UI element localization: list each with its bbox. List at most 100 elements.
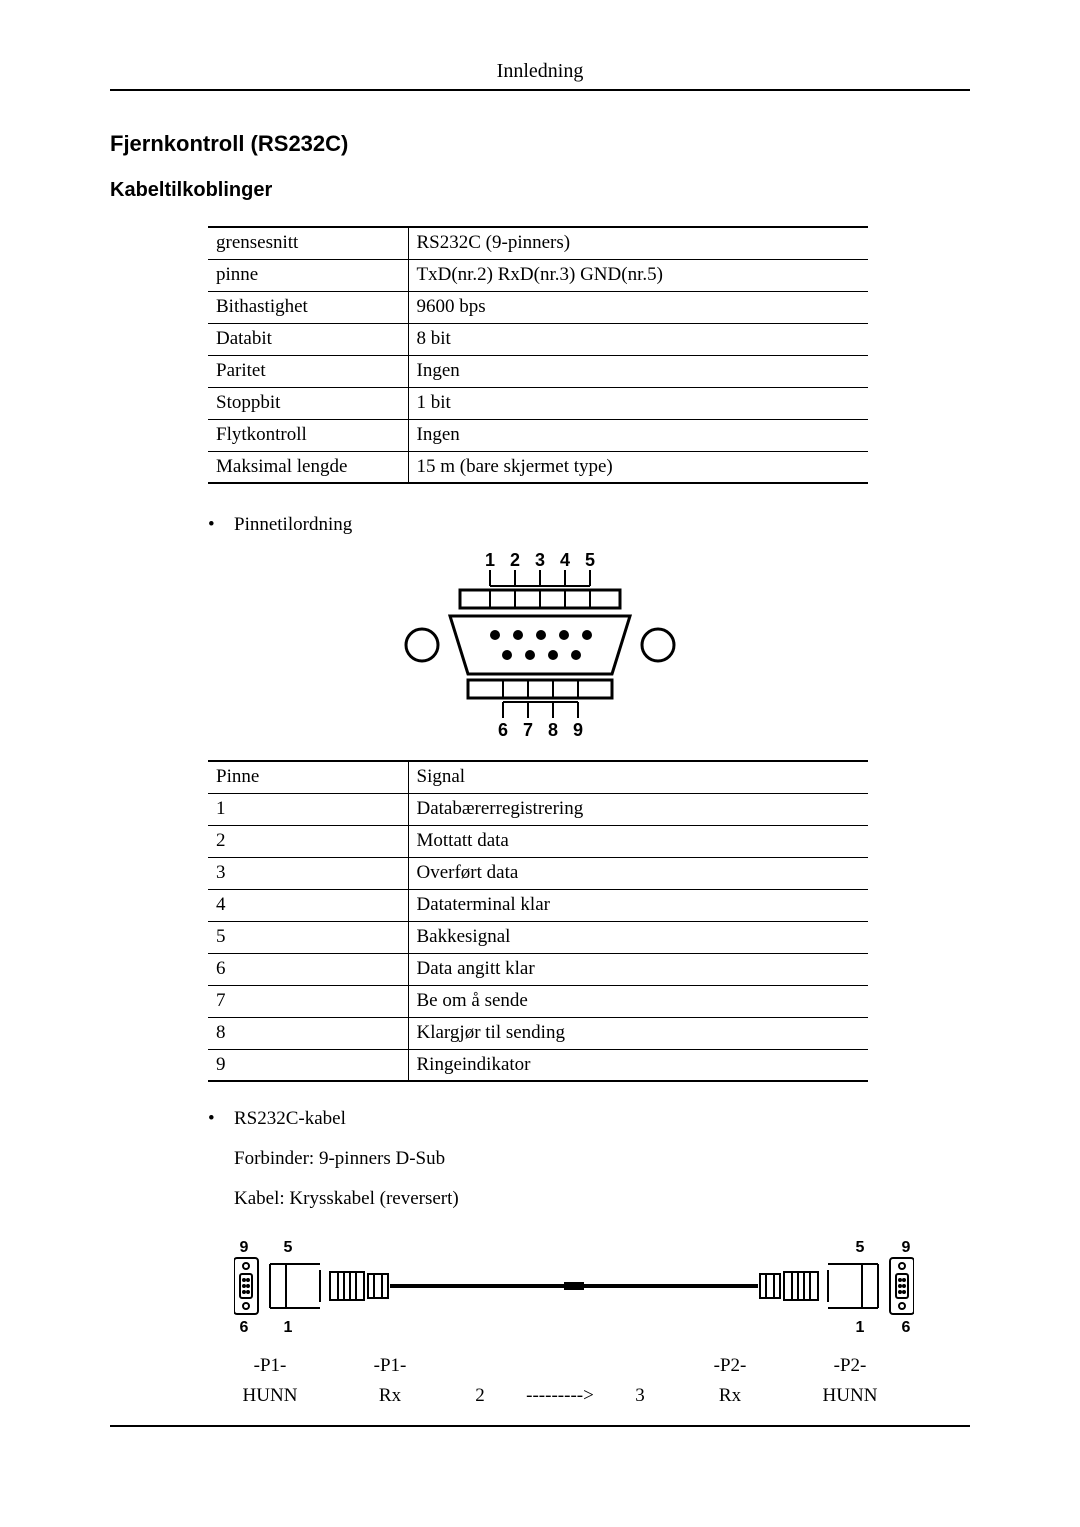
cable-type-text: Kabel: Krysskabel (reversert) (234, 1188, 970, 1210)
spec-val: RS232C (9-pinners) (408, 227, 868, 259)
pin-label: 2 (510, 550, 520, 570)
pin-sig: Be om å sende (408, 985, 868, 1017)
table-row: PinneSignal (208, 761, 868, 793)
connector-diagram: 1 2 3 4 5 (110, 550, 970, 740)
table-row: 3Overført data (208, 857, 868, 889)
spec-key: Databit (208, 323, 408, 355)
pin-num: 9 (208, 1049, 408, 1081)
pin-sig: Mottatt data (408, 825, 868, 857)
spec-key: pinne (208, 259, 408, 291)
subsection-title: Kabeltilkoblinger (110, 179, 970, 202)
signal-col-header: Signal (408, 761, 868, 793)
bullet-icon: • (208, 514, 234, 536)
pin-num: 5 (208, 921, 408, 953)
spec-key: Maksimal lengde (208, 451, 408, 483)
table-row: Maksimal lengde15 m (bare skjermet type) (208, 451, 868, 483)
pin-label: 6 (498, 720, 508, 740)
pin-sig: Klargjør til sending (408, 1017, 868, 1049)
pin-col-header: Pinne (208, 761, 408, 793)
cable-label-table: -P1- -P1- -P2- -P2- HUNN Rx 2 --------->… (220, 1351, 900, 1411)
bullet-label: RS232C-kabel (234, 1108, 346, 1130)
spec-key: Paritet (208, 355, 408, 387)
footer-rule (110, 1425, 970, 1427)
table-row: 6Data angitt klar (208, 953, 868, 985)
label-cell: -P1- (320, 1351, 460, 1381)
label-cell: Rx (320, 1381, 460, 1411)
pin-label: 8 (548, 720, 558, 740)
pin-label: 4 (560, 550, 570, 570)
label-cell: HUNN (220, 1381, 320, 1411)
cable-label: 9 (240, 1239, 249, 1256)
label-cell: -P1- (220, 1351, 320, 1381)
table-row: 4Dataterminal klar (208, 889, 868, 921)
pin-num: 1 (208, 793, 408, 825)
table-row: ParitetIngen (208, 355, 868, 387)
table-row: 9Ringeindikator (208, 1049, 868, 1081)
spec-val: Ingen (408, 355, 868, 387)
pin-num: 3 (208, 857, 408, 889)
pin-label: 7 (523, 720, 533, 740)
label-cell: HUNN (800, 1381, 900, 1411)
spec-key: Bithastighet (208, 291, 408, 323)
table-row: FlytkontrollIngen (208, 419, 868, 451)
pin-sig: Overført data (408, 857, 868, 889)
pin-sig: Databærerregistrering (408, 793, 868, 825)
label-cell: ---------> (500, 1381, 620, 1411)
pin-num: 6 (208, 953, 408, 985)
table-row: -P1- -P1- -P2- -P2- (220, 1351, 900, 1381)
cable-label: 5 (284, 1239, 293, 1256)
label-cell (500, 1351, 620, 1381)
table-row: grensesnittRS232C (9-pinners) (208, 227, 868, 259)
table-row: pinneTxD(nr.2) RxD(nr.3) GND(nr.5) (208, 259, 868, 291)
cable-label: 6 (240, 1319, 249, 1336)
pin-num: 7 (208, 985, 408, 1017)
table-row: Stoppbit1 bit (208, 387, 868, 419)
spec-key: Flytkontroll (208, 419, 408, 451)
cable-label: 9 (902, 1239, 911, 1256)
spec-table: grensesnittRS232C (9-pinners) pinneTxD(n… (208, 226, 868, 484)
label-cell: 2 (460, 1381, 500, 1411)
cable-connector-text: Forbinder: 9-pinners D-Sub (234, 1148, 970, 1170)
bullet-icon: • (208, 1108, 234, 1130)
spec-key: grensesnitt (208, 227, 408, 259)
label-cell: Rx (660, 1381, 800, 1411)
table-row: 5Bakkesignal (208, 921, 868, 953)
cable-label: 5 (856, 1239, 865, 1256)
pin-num: 2 (208, 825, 408, 857)
label-cell: 3 (620, 1381, 660, 1411)
pin-label: 3 (535, 550, 545, 570)
pin-label: 5 (585, 550, 595, 570)
spec-key: Stoppbit (208, 387, 408, 419)
pin-label: 9 (573, 720, 583, 740)
spec-val: 8 bit (408, 323, 868, 355)
pin-num: 8 (208, 1017, 408, 1049)
label-cell: -P2- (660, 1351, 800, 1381)
section-title: Fjernkontroll (RS232C) (110, 131, 970, 157)
cable-diagram: 9 5 5 9 (234, 1236, 970, 1341)
pin-num: 4 (208, 889, 408, 921)
header-title: Innledning (497, 60, 584, 82)
table-row: 2Mottatt data (208, 825, 868, 857)
page-header: Innledning (110, 60, 970, 91)
cable-label: 1 (284, 1319, 293, 1336)
table-row: Bithastighet9600 bps (208, 291, 868, 323)
table-row: HUNN Rx 2 ---------> 3 Rx HUNN (220, 1381, 900, 1411)
table-row: 8Klargjør til sending (208, 1017, 868, 1049)
spec-val: TxD(nr.2) RxD(nr.3) GND(nr.5) (408, 259, 868, 291)
pin-sig: Bakkesignal (408, 921, 868, 953)
pin-sig: Data angitt klar (408, 953, 868, 985)
bullet-cable: • RS232C-kabel (208, 1108, 970, 1130)
pin-table: PinneSignal 1Databærerregistrering 2Mott… (208, 760, 868, 1082)
bullet-pin-arrangement: • Pinnetilordning (208, 514, 970, 536)
bullet-label: Pinnetilordning (234, 514, 352, 536)
table-row: 7Be om å sende (208, 985, 868, 1017)
pin-label: 1 (485, 550, 495, 570)
pin-sig: Dataterminal klar (408, 889, 868, 921)
spec-val: 15 m (bare skjermet type) (408, 451, 868, 483)
spec-val: 9600 bps (408, 291, 868, 323)
pin-sig: Ringeindikator (408, 1049, 868, 1081)
cable-label: 1 (856, 1319, 865, 1336)
table-row: 1Databærerregistrering (208, 793, 868, 825)
spec-val: 1 bit (408, 387, 868, 419)
spec-val: Ingen (408, 419, 868, 451)
